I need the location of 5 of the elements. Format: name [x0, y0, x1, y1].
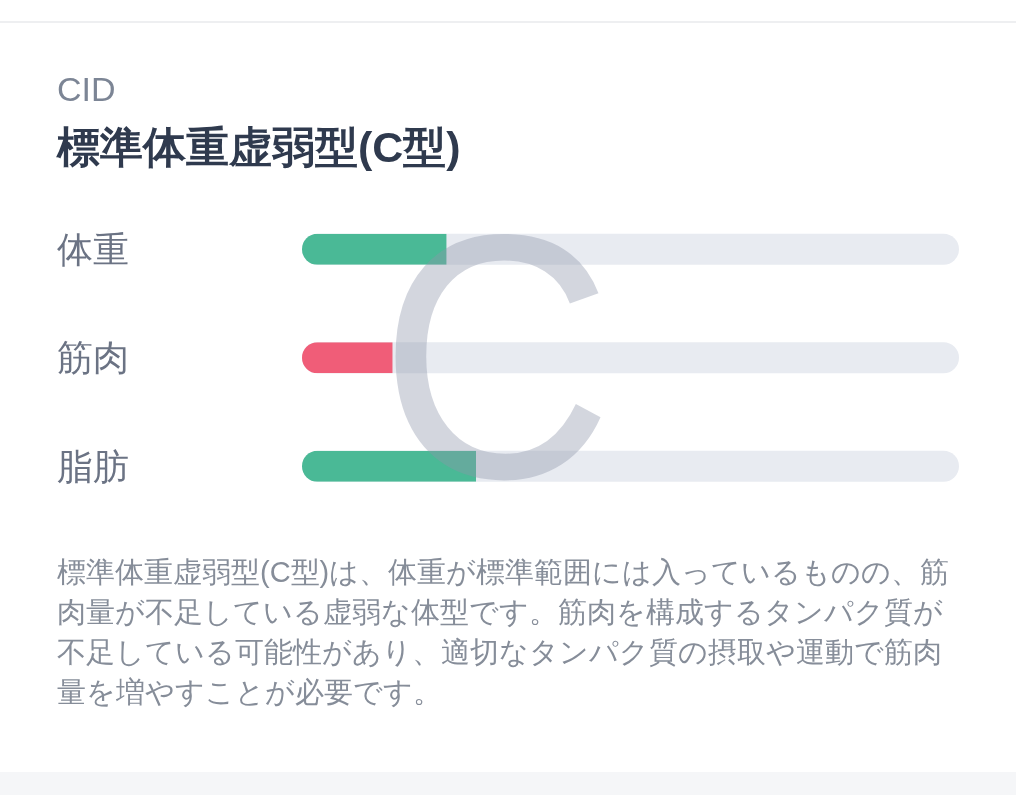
category-label: 体重: [57, 228, 129, 270]
chart-subtitle: CID: [57, 70, 116, 109]
category-label: 筋肉: [57, 337, 129, 379]
text: 標準体重虚弱型(C型)は、体重が標準範囲には入っているものの、筋肉量が不足している虚弱な体型です。筋肉を構成するタンパク質が不足している可能性があり、適切なタンパク質の摂取や運動で筋肉量を増やすことが必要です。: [57, 555, 951, 710]
category-label: 脂肪: [57, 445, 129, 487]
